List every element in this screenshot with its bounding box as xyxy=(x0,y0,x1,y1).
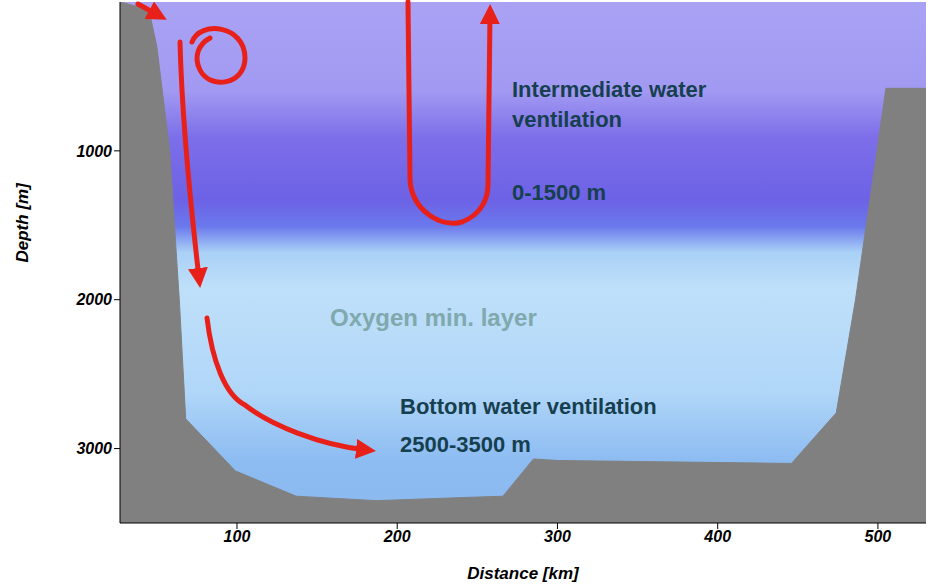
html-text:Intermediate water ventilation: Intermediate water ventilation xyxy=(512,77,707,132)
svg-text:200: 200 xyxy=(383,528,411,545)
svg-text:Distance [km]: Distance [km] xyxy=(467,564,580,583)
html-text:0-1500 m: 0-1500 m xyxy=(512,180,607,205)
svg-text:300: 300 xyxy=(544,528,571,545)
html-text:2500-3500 m: 2500-3500 m xyxy=(400,432,531,457)
html-text:Oxygen min. layer: Oxygen min. layer xyxy=(330,304,537,331)
svg-text:400: 400 xyxy=(703,528,731,545)
svg-text:1000: 1000 xyxy=(76,143,112,160)
svg-text:2000: 2000 xyxy=(75,291,112,308)
svg-text:3000: 3000 xyxy=(76,440,112,457)
svg-text:500: 500 xyxy=(865,528,892,545)
svg-text:100: 100 xyxy=(224,528,251,545)
html-text:Bottom water ventilation: Bottom water ventilation xyxy=(400,394,657,419)
svg-text:Depth [m]: Depth [m] xyxy=(13,182,32,263)
